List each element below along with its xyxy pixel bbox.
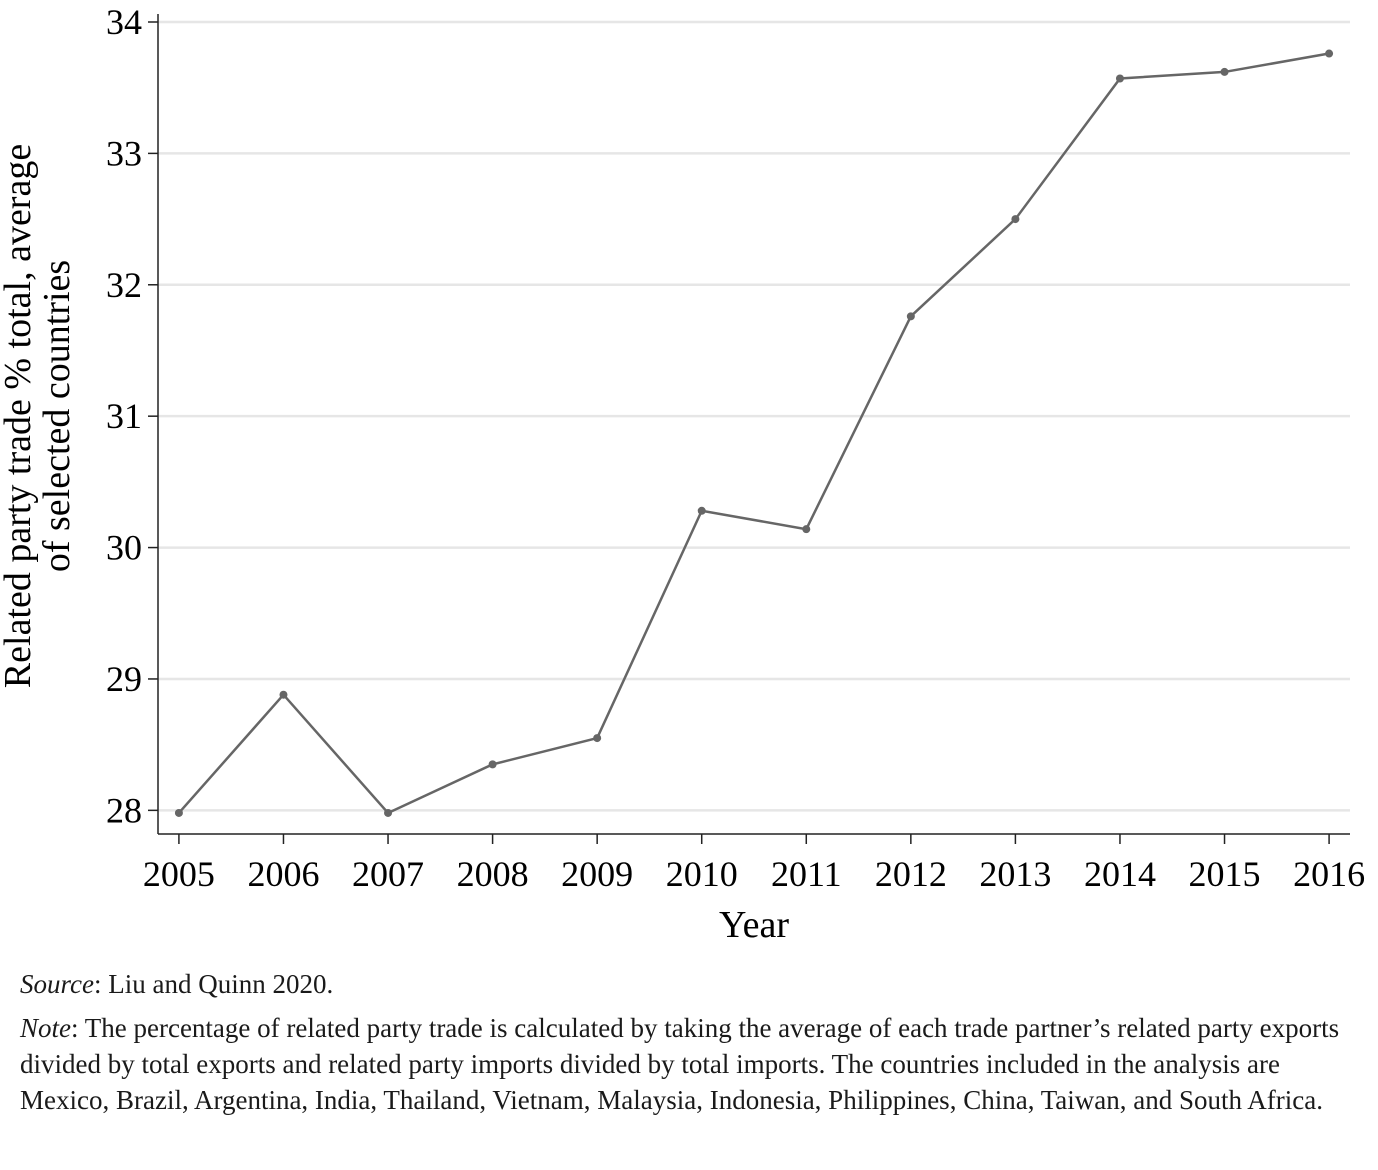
- data-point: [697, 506, 706, 515]
- data-point: [488, 760, 497, 769]
- note-label: Note: [20, 1013, 71, 1043]
- x-tick-label: 2005: [143, 854, 215, 894]
- source-text: : Liu and Quinn 2020.: [93, 969, 334, 999]
- data-line: [177, 52, 1330, 815]
- source-label: Source: [20, 969, 94, 999]
- data-point: [593, 734, 602, 743]
- x-tick-label: 2010: [666, 854, 738, 894]
- y-tick-label: 32: [106, 265, 142, 305]
- y-tick-label: 29: [106, 659, 142, 699]
- x-tick-label: 2007: [352, 854, 424, 894]
- x-tick-label: 2009: [561, 854, 633, 894]
- x-tick-label: 2014: [1084, 854, 1156, 894]
- notes: Source: Liu and Quinn 2020. Note: The pe…: [20, 966, 1370, 1126]
- chart: 28 29 30 31 32 33 34 2005 2006 2007 2008 2009 2010 20…: [0, 2, 1365, 946]
- y-tick-label: 28: [106, 790, 142, 830]
- x-axis-title: Year: [719, 904, 789, 946]
- y-tick-label: 31: [106, 396, 142, 436]
- y-tick-label: 34: [106, 2, 142, 42]
- x-tick-label: 2013: [979, 854, 1051, 894]
- data-point: [174, 808, 183, 817]
- source: Source: Liu and Quinn 2020.: [20, 966, 1370, 1002]
- x-tick-label: 2016: [1293, 854, 1365, 894]
- y-axis-title: of selected countries: [36, 260, 78, 572]
- data-point: [1011, 215, 1020, 224]
- y-tick-label: 30: [106, 528, 142, 568]
- data-point: [906, 312, 915, 321]
- x-tick-label: 2011: [771, 854, 842, 894]
- y-axis-title: Related party trade % total, average: [0, 144, 39, 688]
- note-text: : The percentage of related party trade …: [20, 1013, 1340, 1115]
- data-point: [1220, 67, 1229, 76]
- data-point: [1115, 74, 1124, 83]
- data-point: [1325, 49, 1334, 58]
- data-point: [279, 690, 288, 699]
- y-tick-label: 33: [106, 133, 142, 173]
- data-point: [802, 525, 811, 534]
- note: Note: The percentage of related party tr…: [20, 1010, 1370, 1118]
- x-tick-label: 2006: [247, 854, 319, 894]
- data-point: [384, 808, 393, 817]
- x-tick-label: 2012: [875, 854, 947, 894]
- x-tick-label: 2015: [1189, 854, 1261, 894]
- x-tick-label: 2008: [457, 854, 529, 894]
